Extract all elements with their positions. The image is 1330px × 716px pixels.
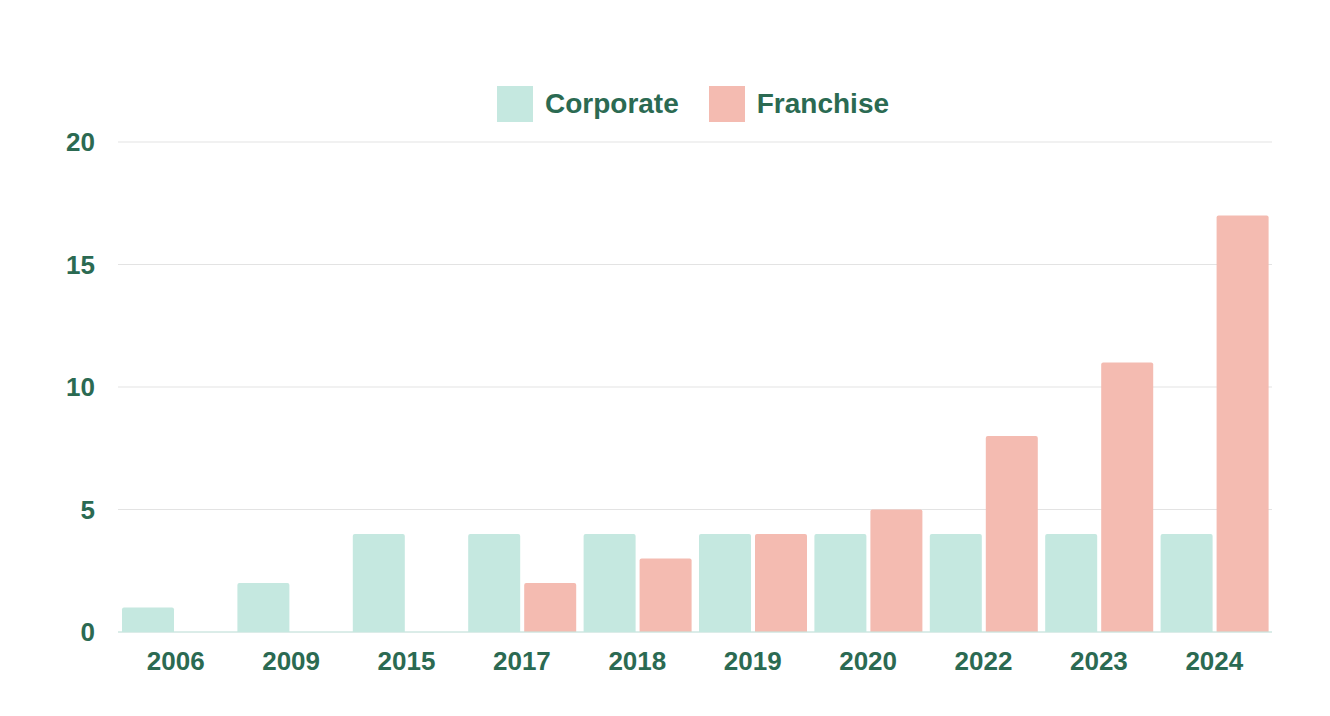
svg-text:2019: 2019	[724, 646, 782, 676]
svg-text:5: 5	[81, 495, 95, 525]
svg-text:2022: 2022	[955, 646, 1013, 676]
svg-text:2015: 2015	[378, 646, 436, 676]
svg-text:2018: 2018	[608, 646, 666, 676]
svg-text:0: 0	[81, 617, 95, 647]
svg-text:10: 10	[66, 372, 95, 402]
svg-text:2024: 2024	[1185, 646, 1243, 676]
svg-text:2023: 2023	[1070, 646, 1128, 676]
svg-text:2017: 2017	[493, 646, 551, 676]
svg-text:15: 15	[66, 250, 95, 280]
svg-text:2020: 2020	[839, 646, 897, 676]
svg-text:2006: 2006	[147, 646, 205, 676]
html-text:Corporate: Corporate	[545, 88, 679, 119]
svg-text:20: 20	[66, 127, 95, 157]
svg-text:2009: 2009	[262, 646, 320, 676]
html-text:Franchise: Franchise	[756, 88, 889, 119]
